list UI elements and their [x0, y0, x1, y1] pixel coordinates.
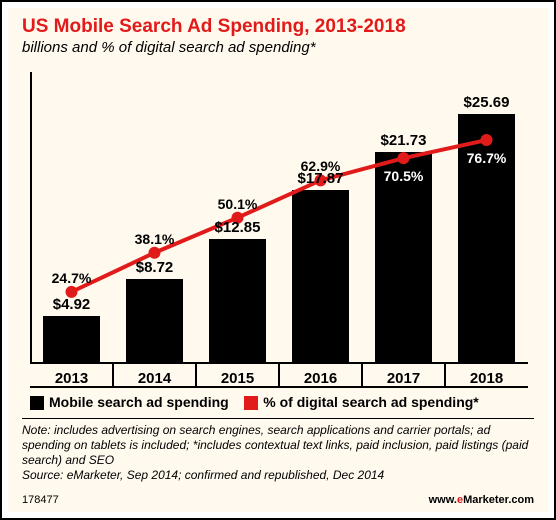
- x-category-label: 2014: [138, 370, 171, 387]
- x-tick: [278, 364, 280, 386]
- legend-swatch-bar: [30, 396, 44, 410]
- line-value-label: 50.1%: [218, 196, 258, 212]
- line-value-label: 24.7%: [52, 270, 92, 286]
- footer-id: 178477: [22, 494, 59, 506]
- chart-subtitle: billions and % of digital search ad spen…: [22, 39, 316, 56]
- bar-value-label: $8.72: [136, 259, 174, 276]
- line-series: [30, 72, 528, 364]
- x-tick: [444, 364, 446, 386]
- x-tick: [361, 364, 363, 386]
- chart-frame: US Mobile Search Ad Spending, 2013-2018 …: [0, 0, 556, 520]
- footer-site-rest: Marketer.com: [463, 494, 534, 506]
- x-category-label: 2016: [304, 370, 337, 387]
- x-category-label: 2015: [221, 370, 254, 387]
- bar-value-label: $4.92: [53, 296, 91, 313]
- legend-swatch-line: [244, 396, 258, 410]
- line-marker: [398, 152, 410, 164]
- chart-note: Note: includes advertising on search eng…: [22, 418, 534, 483]
- line-marker: [481, 134, 493, 146]
- legend-label-bar: Mobile search ad spending: [49, 394, 229, 410]
- x-tick: [195, 364, 197, 386]
- bar-value-label: $21.73: [381, 132, 427, 149]
- trend-line: [72, 140, 487, 292]
- footer-site: www.eMarketer.com: [429, 494, 534, 506]
- bar-value-label: $12.85: [215, 219, 261, 236]
- x-bottom-rule: [30, 386, 528, 388]
- bar-value-label: $25.69: [464, 94, 510, 111]
- x-category-label: 2013: [55, 370, 88, 387]
- x-category-label: 2018: [470, 370, 503, 387]
- x-tick: [112, 364, 114, 386]
- line-marker: [149, 247, 161, 259]
- line-value-label: 76.7%: [467, 150, 507, 166]
- legend: Mobile search ad spending % of digital s…: [30, 394, 479, 410]
- chart-title: US Mobile Search Ad Spending, 2013-2018: [22, 16, 406, 38]
- legend-label-line: % of digital search ad spending*: [263, 394, 478, 410]
- footer-site-prefix: www.: [429, 494, 457, 506]
- line-value-label: 62.9%: [301, 158, 341, 174]
- combo-chart: $4.9224.7%2013$8.7238.1%2014$12.8550.1%2…: [30, 72, 528, 364]
- x-category-label: 2017: [387, 370, 420, 387]
- line-value-label: 38.1%: [135, 231, 175, 247]
- chart-card: US Mobile Search Ad Spending, 2013-2018 …: [8, 8, 548, 512]
- line-value-label: 70.5%: [384, 168, 424, 184]
